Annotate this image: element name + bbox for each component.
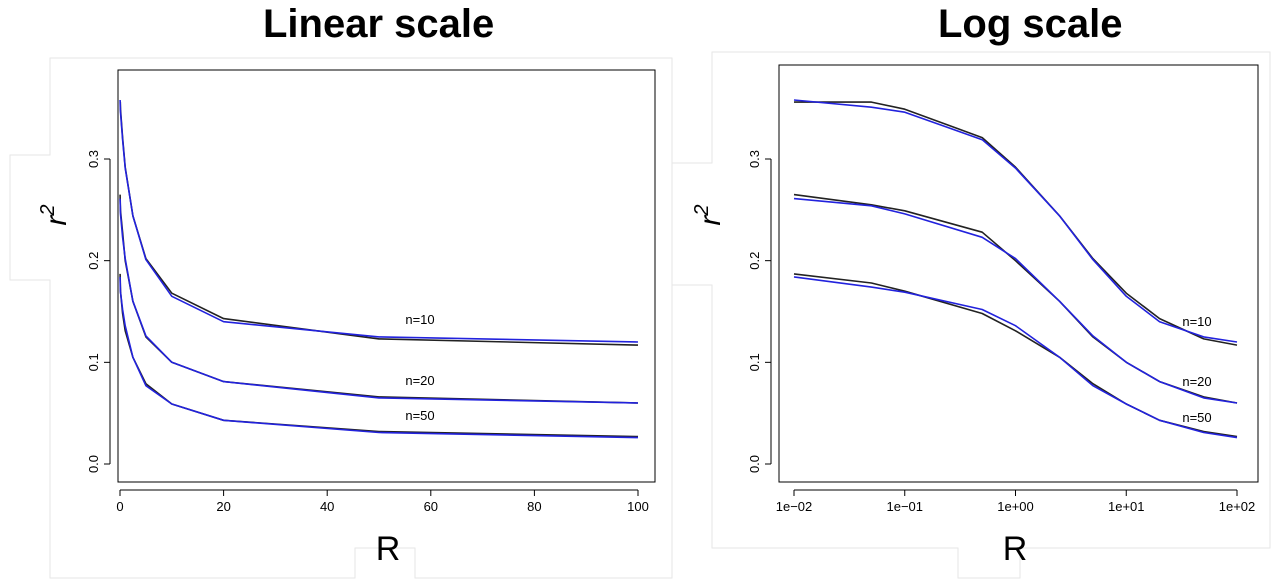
y-tick-label: 0.2 xyxy=(747,252,762,270)
y-axis-label-superscript: 2 xyxy=(37,204,59,216)
y-axis-label-base: r xyxy=(694,215,727,226)
y-tick-label: 0.1 xyxy=(86,353,101,371)
y-tick-label: 0.0 xyxy=(86,455,101,473)
y-tick-label: 0.0 xyxy=(747,455,762,473)
right-panel-background xyxy=(671,51,1271,579)
series-annotation: n=50 xyxy=(405,408,434,423)
chart-title-linear: Linear scale xyxy=(263,2,495,46)
y-axis-label-base: r xyxy=(40,215,73,226)
left-panel-background xyxy=(9,57,673,579)
y-axis-label-superscript: 2 xyxy=(691,204,713,216)
y-tick-label: 0.2 xyxy=(86,252,101,270)
x-axis-label: R xyxy=(376,530,401,568)
series-annotation: n=20 xyxy=(1182,374,1211,389)
chart-title-log: Log scale xyxy=(938,2,1123,46)
x-tick-label: 1e+02 xyxy=(1219,499,1256,514)
series-annotation: n=50 xyxy=(1182,410,1211,425)
x-axis-label: R xyxy=(1003,530,1028,568)
plot-log-scale: 1e−02 1e−01 1e+00 1e+01 1e+02 0.0 0.1 0.2 0.3 n=1… xyxy=(691,64,1259,568)
series-line-n10-blue xyxy=(793,99,1238,343)
x-tick-label: 100 xyxy=(627,499,649,514)
y-axis-label: r2 xyxy=(691,204,727,225)
x-tick-label: 0 xyxy=(116,499,123,514)
x-tick-label: 80 xyxy=(527,499,541,514)
series-line-n50-blue xyxy=(793,276,1238,439)
series-line-n20-blue xyxy=(119,198,639,404)
series-line-n50-blue xyxy=(119,276,639,439)
x-tick-label: 60 xyxy=(424,499,438,514)
series-annotation: n=10 xyxy=(405,312,434,327)
x-tick-label: 20 xyxy=(216,499,230,514)
y-tick-label: 0.3 xyxy=(747,150,762,168)
series-annotation: n=10 xyxy=(1182,314,1211,329)
y-axis-label: r2 xyxy=(37,204,73,225)
y-tick-label: 0.1 xyxy=(747,353,762,371)
y-tick-label: 0.3 xyxy=(86,150,101,168)
plot-frame xyxy=(778,64,1259,483)
x-tick-label: 40 xyxy=(320,499,334,514)
series-annotation: n=20 xyxy=(405,373,434,388)
series-line-n20-blue xyxy=(793,197,1238,404)
series-line-n10-blue xyxy=(119,99,639,343)
x-tick-label: 1e+01 xyxy=(1108,499,1145,514)
x-tick-label: 1e+00 xyxy=(997,499,1034,514)
plot-linear-scale: 0 20 40 60 80 100 0.0 0.1 0.2 0.3 n=10 n=20 n=50 Rr2 xyxy=(37,69,656,568)
x-tick-label: 1e−02 xyxy=(776,499,813,514)
plot-frame xyxy=(117,69,656,483)
x-tick-label: 1e−01 xyxy=(886,499,923,514)
